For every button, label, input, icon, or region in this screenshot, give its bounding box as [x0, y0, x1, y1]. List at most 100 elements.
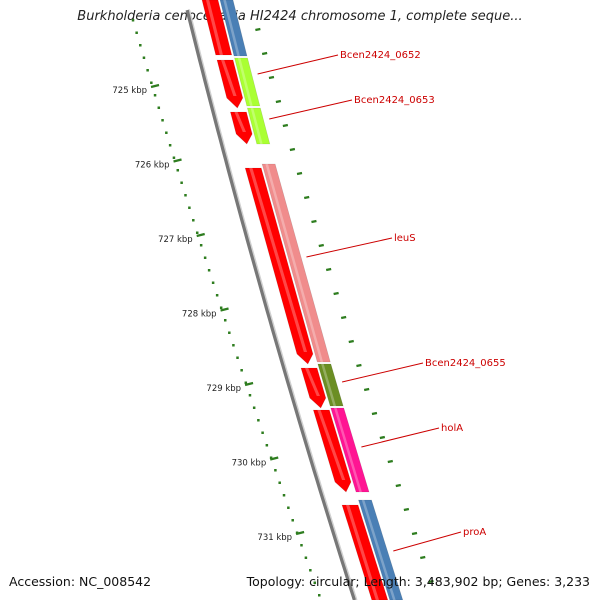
minor-tick-dot: [165, 131, 168, 134]
cds-block: [312, 409, 352, 493]
kbp-tick-label: 728 kbp: [182, 310, 217, 320]
minor-tick-dot: [153, 94, 157, 97]
outer-tick: [356, 363, 362, 368]
minor-tick-dot: [244, 381, 248, 384]
minor-tick-dot: [203, 256, 207, 259]
minor-tick-dot: [291, 519, 294, 522]
minor-tick-dot: [274, 469, 277, 472]
minor-tick-dot: [252, 406, 256, 409]
minor-tick-dot: [161, 119, 164, 122]
cds-block-shine: [346, 505, 379, 600]
outer-tick: [363, 387, 370, 392]
gene-block: [219, 0, 248, 57]
kbp-tick-label: 725 kbp: [112, 86, 147, 96]
gene-block: [358, 499, 404, 600]
gene-block-shine: [321, 364, 337, 406]
minor-tick-dot: [304, 556, 308, 559]
minor-tick-dot: [278, 481, 281, 484]
gene-block-shine: [265, 164, 324, 362]
gene-label: Bcen2424_0652: [340, 50, 421, 61]
kbp-tick-label: 726 kbp: [135, 161, 170, 171]
label-leader-line: [257, 54, 339, 75]
outer-tick: [411, 531, 418, 536]
outer-tick: [255, 27, 261, 32]
kbp-tick: [295, 530, 305, 536]
outer-tick: [311, 219, 317, 224]
cds-block: [300, 367, 327, 409]
outer-tick: [348, 339, 354, 344]
kbp-tick: [196, 232, 205, 238]
outer-tick: [428, 579, 434, 584]
minor-tick-dot: [146, 69, 149, 72]
minor-tick-dot: [195, 231, 199, 234]
cds-block-shine: [234, 112, 247, 132]
minor-tick-dot: [157, 106, 161, 109]
cds-block: [230, 111, 253, 145]
cds-block-shine: [317, 410, 346, 480]
minor-tick-dot: [180, 181, 183, 184]
minor-tick-dot: [135, 31, 138, 34]
minor-tick-dot: [257, 419, 260, 422]
minor-tick-dot: [228, 331, 231, 334]
kbp-tick: [244, 381, 254, 387]
kbp-tick: [150, 83, 160, 89]
minor-tick-dot: [150, 81, 153, 84]
outer-tick: [275, 99, 282, 104]
minor-tick-dot: [211, 281, 215, 284]
outer-tick: [395, 483, 402, 488]
minor-tick-dot: [219, 306, 223, 309]
cds-block: [244, 167, 314, 365]
outer-tick: [371, 411, 378, 416]
minor-tick-dot: [192, 219, 195, 222]
kbp-tick-label: 727 kbp: [158, 235, 193, 245]
gene-block: [317, 363, 344, 407]
gene-features: [219, 0, 404, 600]
gene-block-shine: [334, 408, 362, 492]
minor-tick-dot: [261, 431, 264, 434]
minor-tick-dot: [300, 544, 303, 547]
minor-tick-dot: [240, 369, 243, 372]
outer-tick: [296, 171, 303, 176]
kbp-tick-label: 729 kbp: [206, 384, 241, 394]
minor-tick-dot: [287, 506, 290, 509]
outer-tick: [303, 195, 310, 200]
outer-tick: [318, 243, 325, 248]
minor-tick-dot: [139, 44, 142, 47]
gene-label: holA: [441, 423, 463, 434]
minor-tick-dot: [265, 444, 269, 447]
minor-tick-dot: [168, 144, 172, 147]
minor-tick-dot: [223, 319, 227, 322]
kbp-tick-label: 731 kbp: [257, 533, 292, 543]
cds-block-shine: [221, 60, 237, 96]
outer-tick: [268, 75, 275, 80]
gene-block-shine: [237, 58, 253, 106]
outer-tick: [325, 267, 332, 272]
minor-tick-dot: [172, 156, 176, 159]
label-leader-line: [269, 99, 353, 120]
gene-block: [330, 407, 370, 493]
minor-tick-dot: [142, 56, 146, 59]
gene-label: Bcen2424_0653: [354, 95, 435, 106]
cds-strand: [201, 0, 389, 600]
gene-block: [234, 57, 261, 107]
gene-block: [261, 163, 331, 363]
minor-tick-dot: [207, 269, 211, 272]
kbp-tick: [173, 158, 182, 163]
minor-tick-dot: [199, 244, 203, 247]
outer-tick-marks: [255, 27, 434, 584]
minor-tick-dot: [184, 194, 187, 197]
minor-tick-dot: [236, 356, 239, 359]
cds-block: [216, 59, 244, 109]
cds-block: [341, 504, 389, 600]
outer-tick: [333, 291, 339, 296]
kbp-ticks: 725 kbp 726 kbp 727 kbp 728 kbp 729 kbp 730 k…: [112, 83, 305, 543]
gene-label: proA: [463, 527, 486, 538]
minor-tick-dot: [309, 569, 312, 572]
cds-block-shine: [206, 0, 223, 55]
backbone-line: [185, 9, 357, 600]
gene-label: leuS: [394, 233, 416, 244]
label-leader-line: [361, 427, 440, 448]
minor-tick-dot: [176, 169, 180, 172]
chromosome-backbone: [185, 9, 358, 600]
